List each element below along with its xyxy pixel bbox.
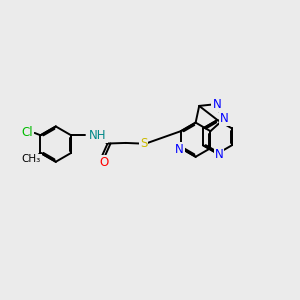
Text: Cl: Cl	[22, 126, 33, 140]
Text: NH: NH	[89, 129, 107, 142]
Text: N: N	[175, 142, 184, 156]
Text: N: N	[220, 112, 229, 125]
Text: S: S	[140, 137, 147, 150]
Text: N: N	[214, 148, 223, 161]
Text: CH₃: CH₃	[21, 154, 41, 164]
Text: O: O	[99, 156, 108, 169]
Text: N: N	[212, 98, 221, 111]
